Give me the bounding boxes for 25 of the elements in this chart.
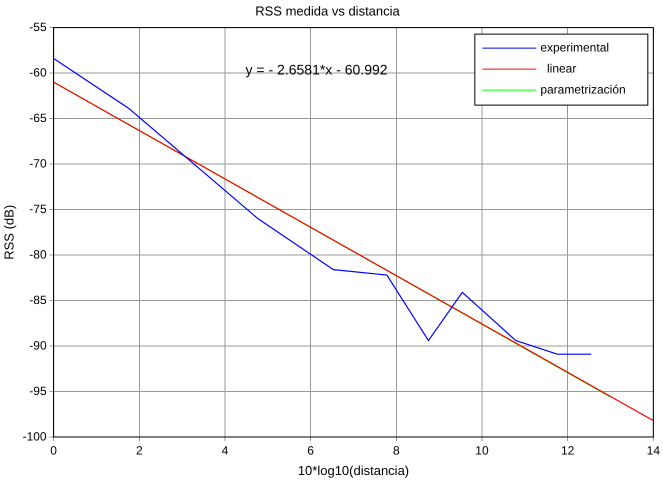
- y-tick-label: -85: [29, 292, 47, 307]
- x-tick-label: 12: [560, 444, 575, 458]
- legend-label: parametrización: [540, 82, 626, 96]
- y-tick-label: -90: [29, 338, 47, 352]
- x-axis-title: 10*log10(distancia): [298, 462, 410, 478]
- y-tick-label: -75: [29, 202, 47, 216]
- y-tick-label: -70: [29, 156, 47, 170]
- x-tick-label: 8: [392, 444, 400, 458]
- x-tick-label: 0: [50, 444, 58, 458]
- x-tick-label: 2: [136, 444, 143, 458]
- chart-title: RSS medida vs distancia: [255, 3, 401, 18]
- y-tick-label: -80: [29, 247, 47, 262]
- x-tick-label: 10: [475, 444, 489, 458]
- x-tick-label: 14: [646, 444, 660, 458]
- annotation: y = - 2.6581*x - 60.992: [246, 61, 388, 78]
- y-tick-label: -65: [29, 110, 47, 125]
- y-tick-label: -100: [22, 429, 47, 444]
- legend-label: linear: [540, 61, 576, 76]
- y-tick-label: -60: [29, 65, 47, 80]
- y-tick-label: -55: [29, 20, 47, 34]
- x-tick-label: 4: [222, 444, 229, 458]
- y-tick-label: -95: [29, 384, 47, 398]
- y-axis-title: RSS (dB): [1, 204, 16, 260]
- x-tick-label: 6: [307, 444, 314, 458]
- legend-label: experimental: [540, 40, 610, 54]
